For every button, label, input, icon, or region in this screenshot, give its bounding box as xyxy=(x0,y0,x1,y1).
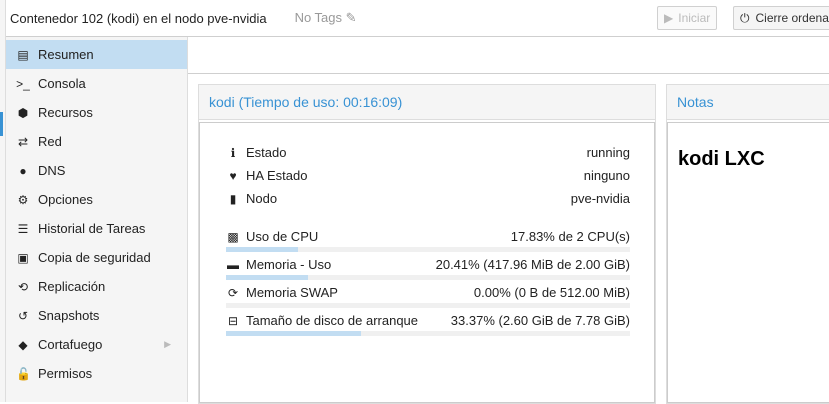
list-icon: ☰ xyxy=(17,221,29,236)
sidebar-item-red[interactable]: ⇄ Red xyxy=(6,127,187,156)
notes-panel: Notas kodi LXC xyxy=(666,84,829,404)
shield-icon: ◆ xyxy=(18,337,28,352)
usage-row: ▩ Uso de CPU 17.83% de 2 CPU(s) xyxy=(227,229,630,244)
history-icon: ↺ xyxy=(17,308,29,323)
retweet-icon: ⟲ xyxy=(17,279,29,294)
sidebar-item-permisos[interactable]: 🔓 Permisos xyxy=(6,359,187,388)
sidebar-item-label: Red xyxy=(38,134,62,149)
hdd-icon: ⊟ xyxy=(227,313,239,328)
sidebar: ▤ Resumen >_ Consola ⬢ Recursos ⇄ Red ● DNS ⚙ Opcio… xyxy=(6,37,188,402)
heartbeat-icon: ♥ xyxy=(229,168,237,183)
usage-row: ⟳ Memoria SWAP 0.00% (0 B de 512.00 MiB) xyxy=(227,285,630,300)
sidebar-item-cortafuego[interactable]: ◆ Cortafuego ▶ xyxy=(6,330,187,359)
usage-progress-fill xyxy=(226,247,299,252)
status-row: ▮ Nodo pve-nvidia xyxy=(226,191,630,206)
usage-progress-bar xyxy=(226,247,630,252)
content-toolbar xyxy=(188,37,829,74)
power-icon: ⏻ xyxy=(740,10,750,25)
sidebar-item-copia-de-seguridad[interactable]: ▣ Copia de seguridad xyxy=(6,243,187,272)
status-panel-body: ℹ Estado running ♥ HA Estado ninguno ▮ Nodo pve-… xyxy=(199,122,655,403)
header: Contenedor 102 (kodi) en el nodo pve-nvi… xyxy=(6,0,829,37)
info-icon: ℹ xyxy=(230,145,236,160)
status-panel: kodi (Tiempo de uso: 00:16:09) ℹ Estado ru… xyxy=(198,84,656,404)
usage-progress-fill xyxy=(226,275,309,280)
page-title: Contenedor 102 (kodi) en el nodo pve-nvi… xyxy=(10,10,267,26)
sidebar-item-label: Resumen xyxy=(38,47,94,62)
refresh-icon: ⟳ xyxy=(227,285,239,300)
sidebar-item-label: Snapshots xyxy=(38,308,100,323)
sidebar-item-label: Cortafuego xyxy=(38,337,103,352)
shutdown-button[interactable]: ⏻ Cierre ordena xyxy=(733,6,829,30)
status-panel-title: kodi (Tiempo de uso: 00:16:09) xyxy=(199,85,655,120)
exchange-icon: ⇄ xyxy=(17,134,29,149)
memory-icon: ▬ xyxy=(227,257,239,272)
sidebar-item-label: Recursos xyxy=(38,105,93,120)
globe-icon: ● xyxy=(19,163,27,178)
tags-edit[interactable]: No Tags ✎ xyxy=(294,10,357,25)
sidebar-item-dns[interactable]: ● DNS xyxy=(6,156,187,185)
left-edge xyxy=(0,0,6,402)
cube-icon: ⬢ xyxy=(17,105,29,120)
usage-progress-bar xyxy=(226,303,630,308)
pencil-icon: ✎ xyxy=(342,10,357,25)
cpu-icon: ▩ xyxy=(227,229,239,244)
sidebar-item-label: Copia de seguridad xyxy=(38,250,151,265)
chevron-right-icon: ▶ xyxy=(164,339,171,349)
gear-icon: ⚙ xyxy=(17,192,29,207)
sidebar-item-consola[interactable]: >_ Consola xyxy=(6,69,187,98)
sidebar-item-recursos[interactable]: ⬢ Recursos xyxy=(6,98,187,127)
usage-progress-fill xyxy=(226,331,361,336)
play-icon: ▶ xyxy=(664,11,674,25)
book-icon: ▤ xyxy=(17,47,29,62)
sidebar-item-label: Permisos xyxy=(38,366,93,381)
sidebar-item-label: Consola xyxy=(38,76,86,91)
notes-panel-title: Notas xyxy=(667,85,829,120)
usage-row: ⊟ Tamaño de disco de arranque 33.37% (2.60… xyxy=(227,313,630,328)
terminal-icon: >_ xyxy=(16,76,30,91)
sidebar-item-historial-de-tareas[interactable]: ☰ Historial de Tareas xyxy=(6,214,187,243)
sidebar-item-replicaci-n[interactable]: ⟲ Replicación xyxy=(6,272,187,301)
sidebar-item-resumen[interactable]: ▤ Resumen xyxy=(6,40,187,69)
sidebar-item-label: Replicación xyxy=(38,279,106,294)
usage-row: ▬ Memoria - Uso 20.41% (417.96 MiB de 2.00… xyxy=(227,257,630,272)
sidebar-item-label: Historial de Tareas xyxy=(38,221,146,236)
sidebar-item-opciones[interactable]: ⚙ Opciones xyxy=(6,185,187,214)
floppy-icon: ▣ xyxy=(17,250,29,265)
start-button[interactable]: ▶ Iniciar xyxy=(657,6,718,30)
server-icon: ▮ xyxy=(229,191,237,206)
notes-body[interactable]: kodi LXC xyxy=(667,122,829,403)
status-row: ♥ HA Estado ninguno xyxy=(226,168,630,183)
sidebar-item-snapshots[interactable]: ↺ Snapshots xyxy=(6,301,187,330)
sidebar-item-label: Opciones xyxy=(38,192,93,207)
sidebar-item-label: DNS xyxy=(38,163,66,178)
usage-progress-bar xyxy=(226,275,630,280)
usage-progress-bar xyxy=(226,331,630,336)
notes-content: kodi LXC xyxy=(678,148,765,170)
unlock-icon: 🔓 xyxy=(16,366,31,381)
status-row: ℹ Estado running xyxy=(226,145,630,160)
